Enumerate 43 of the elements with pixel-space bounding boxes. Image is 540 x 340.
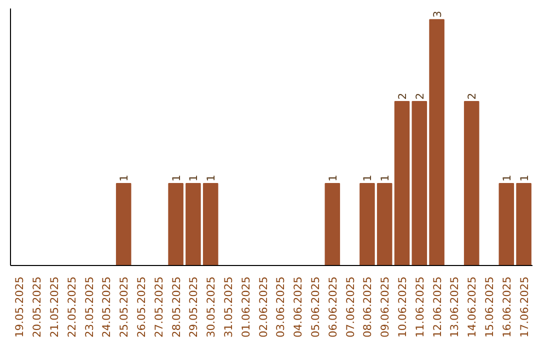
x-tick-label: 10.06.2025 — [396, 276, 409, 338]
x-tick-label: 24.05.2025 — [100, 276, 114, 338]
x-tick-label: 27.05.2025 — [152, 276, 166, 338]
x-tick-label: 07.06.2025 — [344, 276, 357, 338]
x-tick-label: 02.06.2025 — [256, 276, 270, 338]
x-tick-label: 05.06.2025 — [309, 276, 322, 338]
x-tick-label: 29.05.2025 — [187, 276, 200, 338]
data-label: 1 — [204, 174, 218, 182]
data-label: 1 — [118, 174, 131, 182]
x-tick-label: 23.05.2025 — [82, 276, 96, 338]
x-tick-label: 22.05.2025 — [65, 276, 78, 338]
data-label: 1 — [378, 174, 392, 182]
data-label: 1 — [500, 174, 514, 182]
x-tick-label: 12.06.2025 — [430, 276, 444, 338]
x-tick-label: 13.06.2025 — [448, 276, 462, 338]
x-tick-label: 28.05.2025 — [170, 276, 183, 338]
data-label: 2 — [466, 92, 479, 100]
x-tick-label: 08.06.2025 — [361, 276, 374, 338]
data-label: 2 — [413, 92, 426, 100]
x-tick-label: 15.06.2025 — [483, 276, 496, 338]
x-tick-label: 06.06.2025 — [326, 276, 340, 338]
x-tick-label: 20.05.2025 — [30, 276, 44, 338]
x-tick-label: 09.06.2025 — [378, 276, 392, 338]
x-tick-label: 04.06.2025 — [292, 276, 305, 338]
x-tick-label: 14.06.2025 — [466, 276, 479, 338]
data-label: 1 — [187, 174, 200, 182]
data-label: 2 — [396, 92, 409, 100]
x-tick-label: 21.05.2025 — [48, 276, 61, 338]
x-tick-label: 31.05.2025 — [222, 276, 235, 338]
data-label: 1 — [518, 174, 531, 182]
data-label: 1 — [361, 174, 374, 182]
x-tick-label: 25.05.2025 — [118, 276, 131, 338]
x-tick-label: 01.06.2025 — [239, 276, 252, 338]
x-tick-label: 11.06.2025 — [413, 276, 426, 338]
data-label: 1 — [326, 174, 340, 182]
x-tick-label: 03.06.2025 — [274, 276, 288, 338]
x-tick-label: 26.05.2025 — [135, 276, 148, 338]
data-label: 3 — [430, 10, 444, 18]
x-tick-label: 16.06.2025 — [500, 276, 514, 338]
x-tick-label: 19.05.2025 — [13, 276, 26, 338]
data-label: 1 — [170, 174, 183, 182]
x-tick-label: 17.06.2025 — [518, 276, 531, 338]
x-tick-label: 30.05.2025 — [204, 276, 218, 338]
